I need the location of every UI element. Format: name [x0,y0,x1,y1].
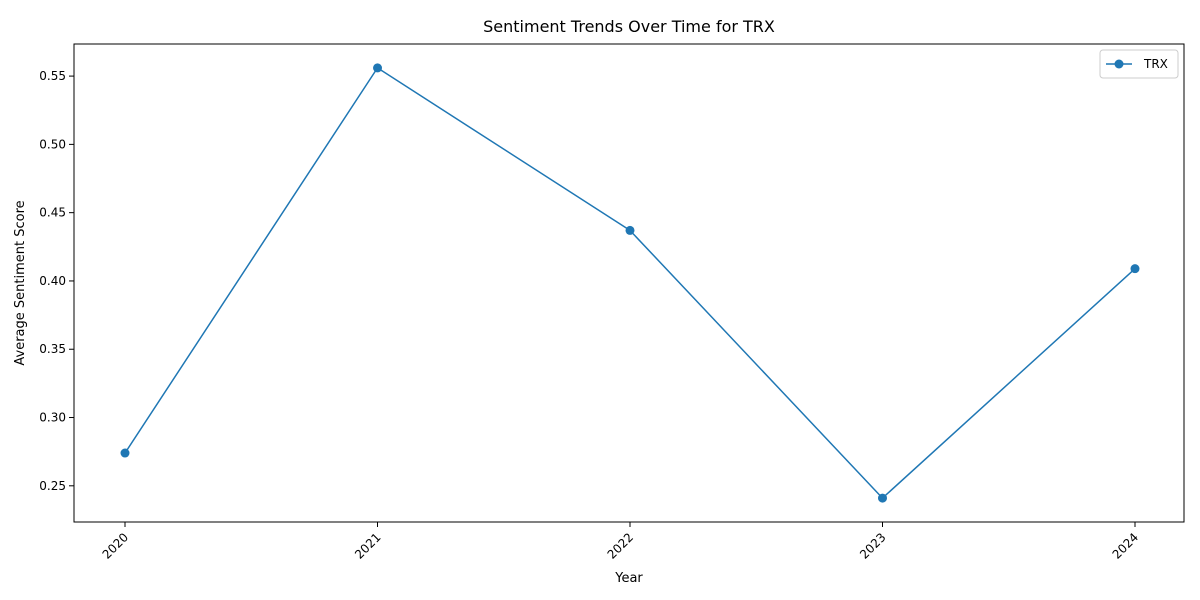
data-point [1130,264,1140,274]
y-tick-label: 0.55 [39,69,66,83]
legend: TRX [1099,49,1179,79]
y-tick-label: 0.35 [39,342,66,356]
x-tick-label: 2022 [605,530,636,561]
y-tick-label: 0.50 [39,137,66,151]
chart-title: Sentiment Trends Over Time for TRX [483,17,775,36]
plot-area: 0.250.300.350.400.450.500.55 2020 2021 202… [39,43,1185,562]
data-point [878,493,887,503]
y-tick-label: 0.30 [39,411,66,425]
x-tick-label: 2024 [1110,530,1141,561]
x-tick-label: 2021 [352,530,383,561]
legend-box [1099,49,1179,79]
x-axis-ticks: 2020 2021 2022 2023 2024 [100,522,1141,562]
y-axis-label: Average Sentiment Score [13,200,28,365]
y-tick-label: 0.25 [39,479,66,493]
y-axis-ticks: 0.25 0.30 0.35 0.40 0.45 0.50 0.55 [39,69,74,493]
series-line-trx [124,67,1136,499]
x-tick-label: 2023 [857,530,888,561]
legend-marker-sample [1114,59,1124,69]
x-axis-label: Year [614,571,643,586]
y-tick-label: 0.45 [39,206,66,220]
data-point [625,225,635,235]
data-point [120,448,130,458]
series-layer [120,63,1140,503]
data-point [373,63,382,73]
y-tick-label: 0.40 [39,274,66,288]
plot-frame [73,43,1185,523]
x-tick-label: 2020 [100,530,131,561]
legend-entry-label: TRX [1143,57,1168,71]
